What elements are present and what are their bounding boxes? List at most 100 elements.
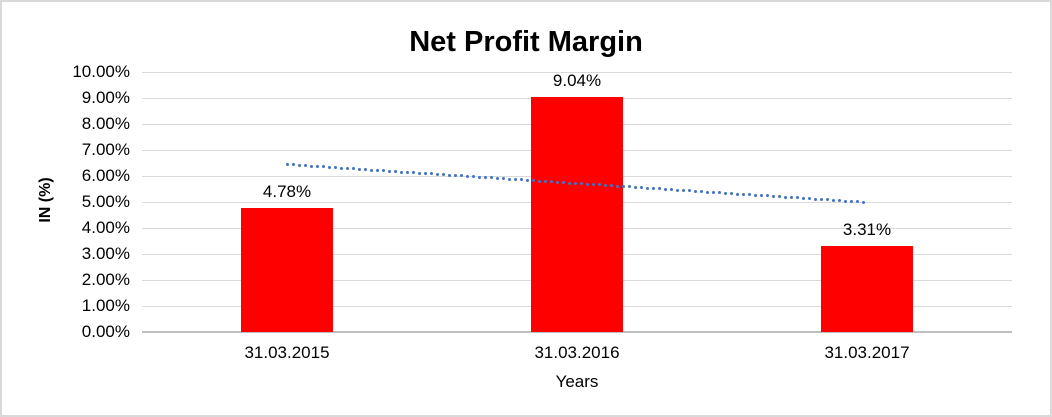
trendline-dot: [297, 163, 301, 167]
trendline-dot: [801, 196, 805, 200]
trendline-dot: [597, 183, 601, 187]
trendline-dot: [417, 171, 421, 175]
trendline-dot: [813, 197, 817, 201]
trendline-dot: [309, 164, 313, 168]
bar-data-label: 9.04%: [552, 70, 602, 90]
y-tick-label: 3.00%: [81, 244, 130, 263]
trendline-dot: [783, 195, 787, 199]
y-tick-label: 2.00%: [81, 270, 130, 289]
trendline-dot: [453, 174, 457, 178]
bar-data-label: 4.78%: [262, 181, 312, 201]
trendline-dot: [327, 165, 331, 169]
trendline-dot: [411, 171, 415, 175]
trendline-dot: [735, 192, 739, 196]
x-tick-label: 31.03.2015: [244, 343, 330, 362]
trendline-dot: [717, 191, 721, 195]
trendline-dot: [795, 196, 799, 200]
trendline-dot: [501, 177, 505, 181]
bar-31.03.2015: [241, 207, 333, 332]
trendline-dot: [333, 166, 337, 170]
bar-31.03.2017: [821, 245, 913, 332]
trendline-dot: [465, 174, 469, 178]
trendline-dot: [825, 198, 829, 202]
trendline-dot: [561, 181, 565, 185]
trendline-dot: [849, 199, 853, 203]
trendline-dot: [621, 185, 625, 189]
trendline-dot: [759, 194, 763, 198]
trendline-dot: [837, 199, 841, 203]
y-tick-label: 7.00%: [81, 140, 130, 159]
bar-31.03.2016: [531, 96, 623, 332]
trendline-dot: [705, 190, 709, 194]
trendline-dot: [429, 172, 433, 176]
trendline-dot: [807, 197, 811, 201]
trendline-dot: [741, 192, 745, 196]
trendline-dot: [771, 194, 775, 198]
trendline-dot: [537, 179, 541, 183]
trendline-dot: [387, 169, 391, 173]
trendline-dot: [435, 172, 439, 176]
trendline-dot: [303, 164, 307, 168]
y-tick-label: 4.00%: [81, 218, 130, 237]
trendline-dot: [447, 173, 451, 177]
y-tick-label: 0.00%: [81, 322, 130, 341]
trendline-dot: [549, 180, 553, 184]
trendline-dot: [699, 190, 703, 194]
trendline-dot: [513, 177, 517, 181]
y-tick-label: 5.00%: [81, 192, 130, 211]
trendline-dot: [747, 193, 751, 197]
trendline-dot: [315, 165, 319, 169]
trendline-dot: [831, 198, 835, 202]
gridline: [142, 72, 1012, 73]
trendline-dot: [471, 175, 475, 179]
trendline-dot: [519, 178, 523, 182]
trendline-dot: [711, 190, 715, 194]
chart-title: Net Profit Margin: [409, 26, 643, 58]
trendline-dot: [405, 170, 409, 174]
y-tick-label: 1.00%: [81, 296, 130, 315]
trendline-dot: [675, 188, 679, 192]
trendline-dot: [645, 186, 649, 190]
x-tick-label: 31.03.2017: [824, 343, 910, 362]
trendline-dot: [651, 187, 655, 190]
x-tick-label: 31.03.2016: [534, 343, 620, 362]
trendline-dot: [687, 189, 691, 193]
trendline-dot: [657, 187, 661, 191]
trendline-dot: [615, 184, 619, 188]
y-tick-label: 10.00%: [72, 62, 130, 81]
trendline-dot: [459, 174, 463, 178]
trendline-dot: [543, 179, 547, 183]
trendline-dot: [339, 166, 343, 170]
trendline-dot: [351, 167, 355, 171]
trendline-dot: [357, 167, 361, 171]
trendline-dot: [681, 188, 685, 192]
trendline-dot: [321, 165, 325, 169]
y-tick-label: 8.00%: [81, 114, 130, 133]
y-tick-label: 6.00%: [81, 166, 130, 185]
trendline-dot: [729, 192, 733, 196]
trendline-dot: [723, 191, 727, 195]
x-axis-line: [142, 331, 1012, 333]
trendline-dot: [573, 181, 577, 185]
trendline-dot: [609, 184, 613, 188]
trendline-dot: [399, 170, 403, 174]
trendline-dot: [375, 168, 379, 172]
trendline-dot: [525, 178, 529, 182]
x-axis-title: Years: [555, 372, 599, 391]
trendline-dot: [381, 169, 385, 173]
trendline-dot: [603, 183, 607, 187]
trendline-dot: [843, 199, 847, 203]
trendline-dot: [495, 176, 499, 180]
trendline-dot: [423, 172, 427, 176]
trendline-dot: [693, 189, 697, 193]
trendline-dot: [441, 173, 445, 177]
trendline-dot: [639, 186, 643, 190]
trendline-dot: [483, 176, 487, 180]
bar-data-label: 3.31%: [842, 219, 892, 239]
trendline-dot: [663, 187, 667, 191]
trendline-dot: [477, 175, 481, 179]
trendline-dot: [285, 163, 289, 167]
trendline-dot: [591, 183, 595, 187]
trendline-dot: [765, 194, 769, 198]
